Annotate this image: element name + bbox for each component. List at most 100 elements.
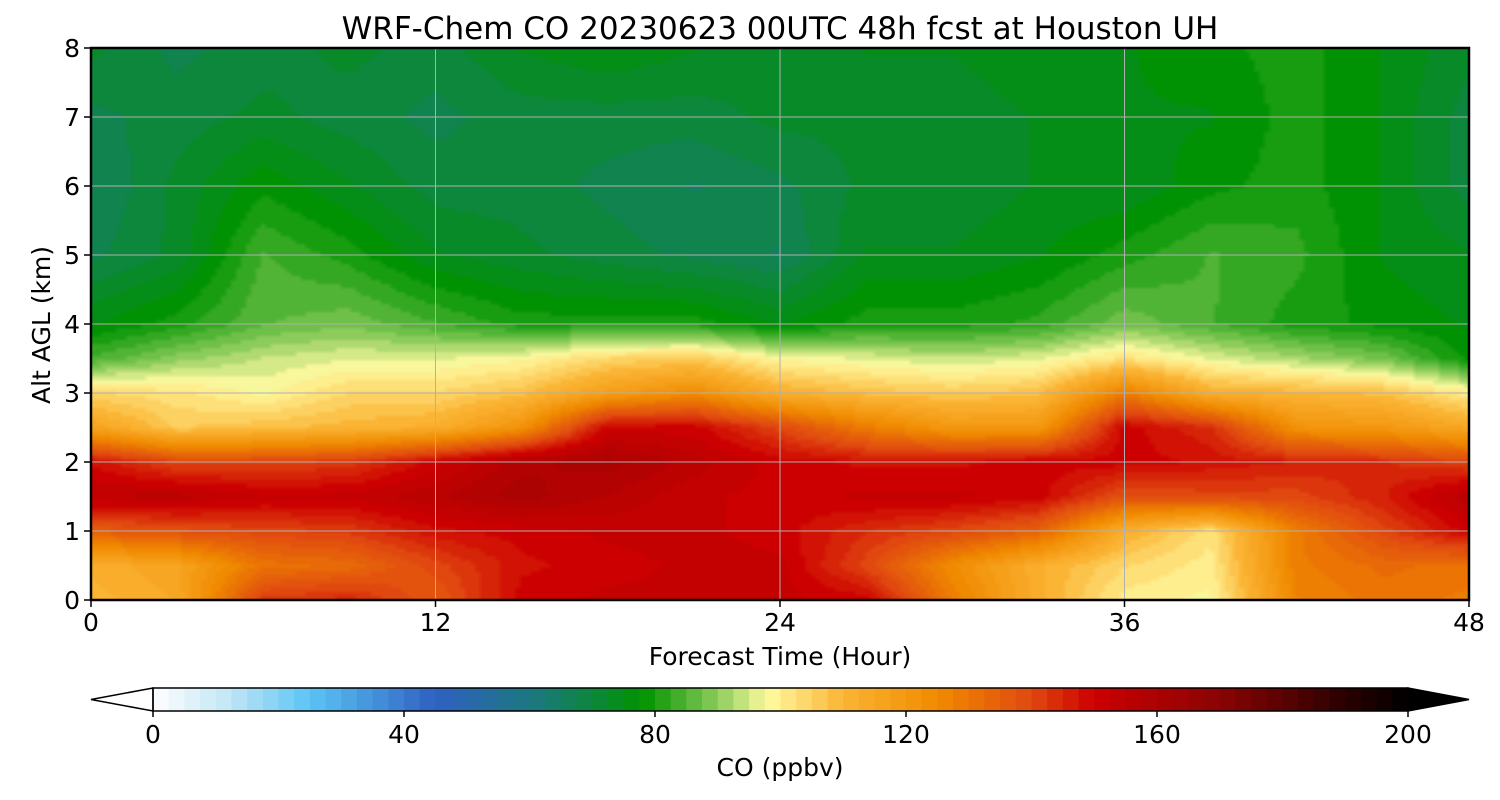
colorbar-segment	[764, 688, 782, 711]
colorbar-segment	[1266, 688, 1284, 711]
x-tick-label: 24	[764, 608, 796, 637]
y-tick-label: 3	[64, 379, 80, 408]
y-tick-label: 7	[64, 103, 80, 132]
colorbar-segment	[984, 688, 1001, 711]
colorbar-segment	[843, 688, 860, 711]
colorbar-segment	[247, 688, 264, 711]
x-axis-label: Forecast Time (Hour)	[649, 642, 912, 671]
colorbar-segment	[1392, 688, 1409, 711]
colorbar-segment	[153, 688, 170, 711]
colorbar-segment	[1204, 688, 1221, 711]
colorbar-segment	[607, 688, 625, 711]
colorbar-segment	[560, 688, 578, 711]
colorbar-segment	[1157, 688, 1174, 711]
colorbar-segment	[874, 688, 891, 711]
colorbar-tick-label: 200	[1384, 720, 1432, 749]
x-tick-label: 0	[83, 608, 99, 637]
colorbar-segment	[1015, 688, 1033, 711]
colorbar-segment	[419, 688, 436, 711]
colorbar-segment	[325, 688, 342, 711]
colorbar-segment	[1329, 688, 1346, 711]
colorbar-segment	[655, 688, 672, 711]
colorbar-segment	[294, 688, 311, 711]
y-axis-label: Alt AGL (km)	[27, 246, 56, 404]
colorbar-segment	[1062, 688, 1080, 711]
colorbar-segment	[717, 688, 735, 711]
colorbar-segment	[796, 688, 813, 711]
colorbar-segment	[1109, 688, 1127, 711]
colorbar-segment	[592, 688, 609, 711]
colorbar-segment	[388, 688, 405, 711]
colorbar-tick-label: 160	[1133, 720, 1181, 749]
colorbar-segment	[1345, 688, 1362, 711]
y-tick-label: 1	[64, 517, 80, 546]
colorbar-segment	[1000, 688, 1017, 711]
y-tick-label: 6	[64, 172, 80, 201]
colorbar-segment	[686, 688, 703, 711]
colorbar-segment	[623, 688, 640, 711]
colorbar-segment	[780, 688, 797, 711]
colorbar-segment	[953, 688, 970, 711]
colorbar-segment	[1078, 688, 1095, 711]
colorbar-segment	[670, 688, 687, 711]
x-tick-label: 36	[1109, 608, 1141, 637]
colorbar-segment	[482, 688, 499, 711]
y-tick-label: 8	[64, 34, 80, 63]
colorbar-segment	[262, 688, 280, 711]
colorbar-segment	[1219, 688, 1237, 711]
colorbar-segment	[1298, 688, 1315, 711]
y-tick-label: 5	[64, 241, 80, 270]
colorbar-segment	[404, 688, 421, 711]
colorbar-segment	[1282, 688, 1299, 711]
y-tick-label: 0	[64, 586, 80, 615]
colorbar-segment	[1360, 688, 1378, 711]
colorbar-segment	[1047, 688, 1064, 711]
colorbar-segment	[1094, 688, 1111, 711]
colorbar-segment	[576, 688, 593, 711]
colorbar-segment	[513, 688, 531, 711]
colorbar-segment	[702, 688, 719, 711]
colorbar-segment	[1376, 688, 1393, 711]
colorbar-segment	[858, 688, 876, 711]
colorbar-frame	[152, 687, 1409, 712]
colorbar-segment	[278, 688, 295, 711]
colorbar-segment	[231, 688, 248, 711]
colorbar-segment	[545, 688, 562, 711]
colorbar-segment	[215, 688, 233, 711]
colorbar-tick-label: 0	[145, 720, 161, 749]
colorbar-tick-label: 120	[882, 720, 930, 749]
colorbar-segment	[184, 688, 201, 711]
y-axis: 0 1 2 3 4 5 6 7 8	[64, 34, 91, 615]
colorbar-segment	[1031, 688, 1048, 711]
colorbar-segment	[372, 688, 389, 711]
colorbar-tick-label: 40	[388, 720, 420, 749]
colorbar-segment	[811, 688, 829, 711]
colorbar-segment	[309, 688, 327, 711]
colorbar-extend-max	[1407, 687, 1470, 712]
y-tick-label: 4	[64, 310, 80, 339]
colorbar-segment	[1251, 688, 1268, 711]
colorbar-segment	[639, 688, 656, 711]
colorbar-segment	[1172, 688, 1189, 711]
colorbar-segment	[200, 688, 217, 711]
x-axis: 0 12 24 36 48	[83, 600, 1485, 637]
colorbar-segment	[937, 688, 954, 711]
colorbar-segment	[1313, 688, 1331, 711]
colorbar-segment	[733, 688, 750, 711]
colorbar-segment	[749, 688, 766, 711]
colorbar-segment	[466, 688, 484, 711]
colorbar-segment	[968, 688, 986, 711]
colorbar-tick-label: 80	[639, 720, 671, 749]
colorbar-segment	[356, 688, 374, 711]
colorbar-label: CO (ppbv)	[717, 753, 844, 782]
colorbar-segment	[890, 688, 907, 711]
colorbar-segment	[1141, 688, 1158, 711]
colorbar-segment	[341, 688, 358, 711]
colorbar-segment	[921, 688, 938, 711]
colorbar-segment	[435, 688, 452, 711]
colorbar-segment	[498, 688, 515, 711]
colorbar-extend-min	[90, 687, 154, 712]
colorbar-segment	[827, 688, 844, 711]
colorbar-segment	[529, 688, 546, 711]
